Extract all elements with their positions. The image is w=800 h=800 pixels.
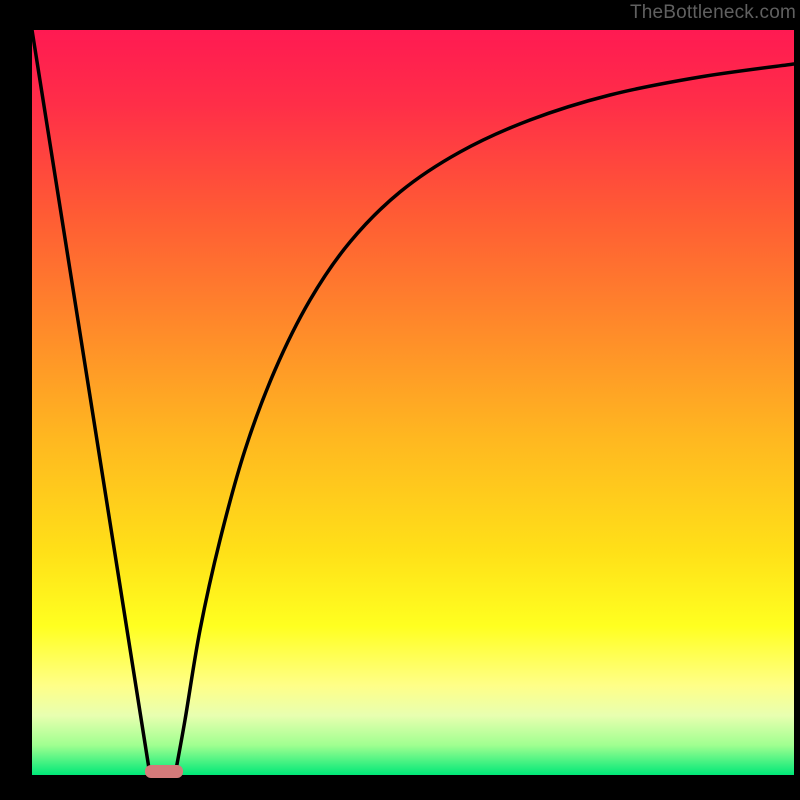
chart-container — [32, 30, 794, 775]
curve-overlay — [32, 30, 794, 775]
bottleneck-marker — [145, 765, 183, 778]
watermark-text: TheBottleneck.com — [630, 2, 796, 24]
